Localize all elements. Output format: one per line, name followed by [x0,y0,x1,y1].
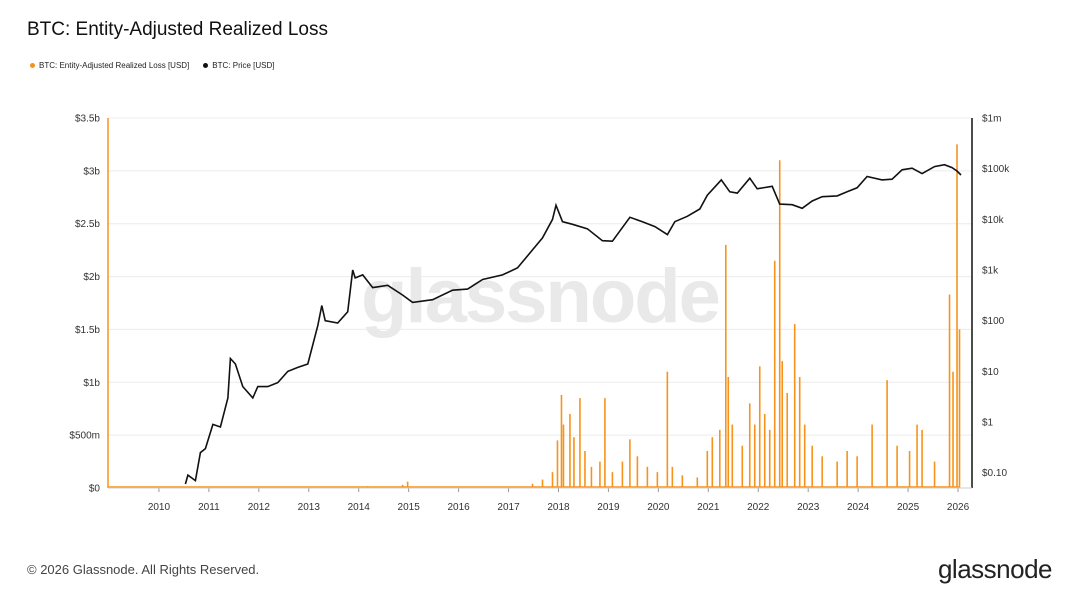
legend-label-loss: BTC: Entity-Adjusted Realized Loss [USD] [39,61,190,70]
y-right-tick-label: $100k [982,164,1010,175]
x-tick-label: 2023 [797,502,820,513]
y-left-tick-label: $1.5b [75,325,100,336]
y-right-tick-label: $10k [982,215,1005,226]
y-right-tick-label: $1m [982,114,1001,125]
y-right-tick-label: $0.10 [982,468,1007,479]
y-left-tick-label: $2.5b [75,219,100,230]
legend-item-loss[interactable]: BTC: Entity-Adjusted Realized Loss [USD] [30,61,189,70]
x-tick-label: 2026 [947,502,970,513]
x-tick-label: 2016 [447,502,470,513]
y-left-tick-label: $2b [83,272,100,283]
y-left-tick-label: $3.5b [75,114,100,125]
legend-item-price[interactable]: BTC: Price [USD] [203,61,275,70]
chart-title: BTC: Entity-Adjusted Realized Loss [27,19,328,40]
price-series-line [184,163,962,485]
legend-dot-price [203,63,209,68]
y-left-tick-label: $1b [83,378,100,389]
glassnode-logo: glassnode [937,554,1053,584]
x-tick-label: 2024 [847,502,870,513]
y-left-tick-label: $3b [83,166,100,177]
x-tick-label: 2020 [647,502,670,513]
x-tick-label: 2013 [298,502,321,513]
loss-series [108,144,961,488]
y-right-tick-label: $100 [982,316,1005,327]
x-tick-label: 2014 [348,502,371,513]
x-tick-label: 2017 [497,502,520,513]
legend-label-price: BTC: Price [USD] [212,61,275,70]
x-tick-label: 2015 [398,502,421,513]
y-left-tick-label: $0 [89,484,101,495]
y-right-tick-label: $10 [982,367,999,378]
watermark-text: glassnode [361,254,719,339]
x-tick-label: 2018 [547,502,570,513]
x-tick-label: 2021 [697,502,720,513]
chart-axes: $0 $500m $1b $1.5b $2b $2.5b $3b $3.5b $0.10 $1 $1… [69,114,1010,514]
x-tick-label: 2010 [148,502,171,513]
copyright-footer: © 2026 Glassnode. All Rights Reserved. [27,562,260,577]
x-tick-label: 2025 [897,502,920,513]
x-tick-label: 2012 [248,502,271,513]
legend-dot-loss [30,63,35,68]
x-tick-label: 2022 [747,502,770,513]
chart-legend: BTC: Entity-Adjusted Realized Loss [USD]… [30,61,275,70]
y-right-tick-label: $1 [982,418,994,429]
x-tick-label: 2011 [198,502,220,513]
y-left-tick-label: $500m [69,431,100,442]
y-right-tick-label: $1k [982,266,999,277]
x-tick-label: 2019 [597,502,620,513]
